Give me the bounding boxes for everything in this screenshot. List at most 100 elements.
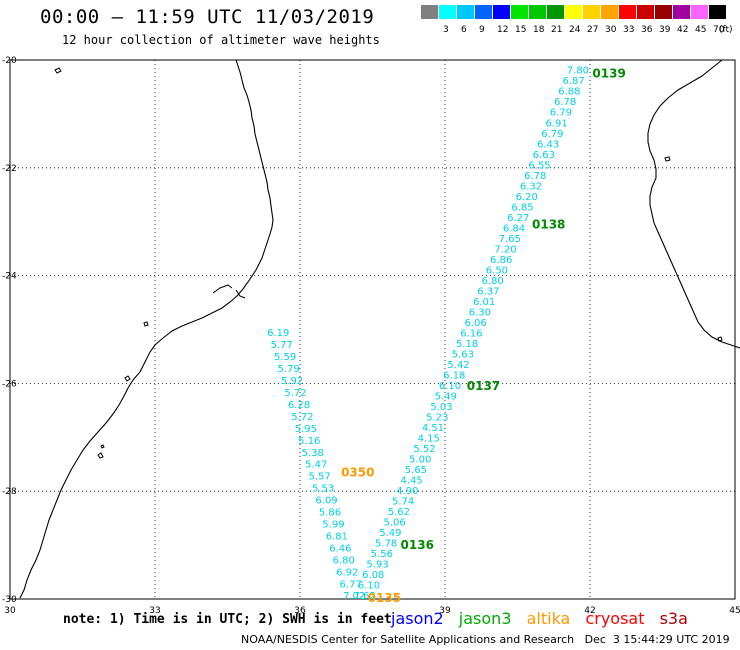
legend-label: 70 [713,25,725,35]
legend-label: 21 [551,25,563,35]
altimeter-tracks: 7.806.876.886.786.796.916.796.436.636.55… [267,66,626,605]
swh-value: 5.74 [392,497,414,508]
swh-value: 6.87 [563,76,585,87]
africa-coast-inlet [212,284,233,294]
legend-swatch [583,5,600,19]
swh-value: 7.62 [354,591,376,602]
swh-value: 5.16 [298,436,320,447]
small-islands [54,67,723,459]
swh-value: 6.19 [267,328,289,339]
legend-swatch [619,5,636,19]
swh-value: 5.72 [284,388,306,399]
swh-value: 6.79 [541,129,563,140]
swh-value: 7.80 [567,66,589,77]
swh-value: 6.92 [336,567,358,578]
swh-value: 5.92 [281,376,303,387]
legend-swatch [493,5,510,19]
swh-value: 5.06 [383,518,405,529]
swh-value: 5.77 [271,340,293,351]
legend-swatch [529,5,546,19]
swh-value: 6.91 [545,118,567,129]
swh-value: 5.78 [375,539,397,550]
swh-value: 5.00 [409,455,431,466]
swh-value: 5.53 [312,484,334,495]
legend-swatch [439,5,456,19]
legend-swatch [421,5,438,19]
legend-swatch [601,5,618,19]
swh-value: 6.88 [558,87,580,98]
swh-value: 6.10 [358,581,380,592]
legend-swatch [709,5,726,19]
swh-value: 5.95 [295,424,317,435]
pass-time-label: 0139 [592,66,625,80]
swh-value: 5.86 [319,508,341,519]
swh-value: 5.47 [305,460,327,471]
x-tick-label: 42 [584,606,595,616]
swh-value: 6.46 [329,543,351,554]
legend-label: 30 [605,25,617,35]
x-tick-label: 45 [729,606,740,616]
pass-time-label: 0135 [368,591,401,605]
grid-lines [10,60,735,599]
madagascar-coastline [647,59,740,349]
swh-value: 5.49 [379,528,401,539]
swh-value: 6.86 [490,255,512,266]
africa-coastline [19,59,274,599]
swh-value: 5.52 [413,444,435,455]
y-tick-label: -22 [2,164,17,174]
swh-value: 5.62 [388,507,410,518]
swh-value: 6.85 [511,202,533,213]
legend-label: 12 [497,25,509,35]
legend-swatch [637,5,654,19]
pass-time-label: 0136 [401,538,434,552]
legend-label: 18 [533,25,545,35]
axis-tick-labels: 30 33 36 39 42 45 -20 -22 -24 -26 -28 -30 [2,56,740,616]
swh-value: 5.42 [447,360,469,371]
swh-value: 5.59 [274,352,296,363]
mission-altika: altika [526,609,571,628]
swh-value: 6.30 [469,307,491,318]
legend-label: 36 [641,25,653,35]
mission-jason3: jason3 [458,609,512,628]
x-tick-label: 39 [439,606,451,616]
legend-label: 33 [623,25,635,35]
swh-value: 6.81 [326,531,348,542]
swh-value: 6.28 [288,400,310,411]
swh-value: 5.93 [366,560,388,571]
swh-value: 6.78 [554,97,576,108]
legend-swatch [673,5,690,19]
y-tick-label: -20 [2,56,17,66]
x-tick-label: 33 [149,606,160,616]
mission-s3a: s3a [659,609,688,628]
legend-swatch [511,5,528,19]
swh-value: 5.79 [277,364,299,375]
mission-jason2: jason2 [391,609,444,628]
legend-label: 3 [443,25,449,35]
swh-value: 5.49 [435,392,457,403]
swh-value: 6.10 [439,381,461,392]
legend-label: 27 [587,25,599,35]
legend-label: 45 [695,25,707,35]
legend-label: 42 [677,25,689,35]
page-title: 00:00 – 11:59 UTC 11/03/2019 [40,6,375,28]
swh-value: 6.16 [460,328,482,339]
swh-value: 5.63 [452,349,474,360]
swh-value: 6.80 [482,276,504,287]
swh-value: 6.63 [533,150,555,161]
swh-value: 5.57 [309,472,331,483]
mission-cryosat: cryosat [585,609,645,628]
legend-swatch [457,5,474,19]
x-tick-label: 36 [294,606,306,616]
legend-swatch [475,5,492,19]
pass-time-label: 0138 [532,217,565,231]
mission-legend: jason2 jason3 altika cryosat s3a [391,609,698,628]
swh-value: 4.45 [401,476,423,487]
swh-value: 5.23 [426,413,448,424]
africa-coast-inlet-2 [235,289,246,299]
swh-value: 6.50 [486,265,508,276]
swh-value: 5.65 [405,465,427,476]
credit-line: NOAA/NESDIS Center for Satellite Applica… [241,633,730,646]
legend-unit: (ft) [719,25,733,35]
units-note: note: 1) Time is in UTC; 2) SWH is in fe… [63,612,392,627]
